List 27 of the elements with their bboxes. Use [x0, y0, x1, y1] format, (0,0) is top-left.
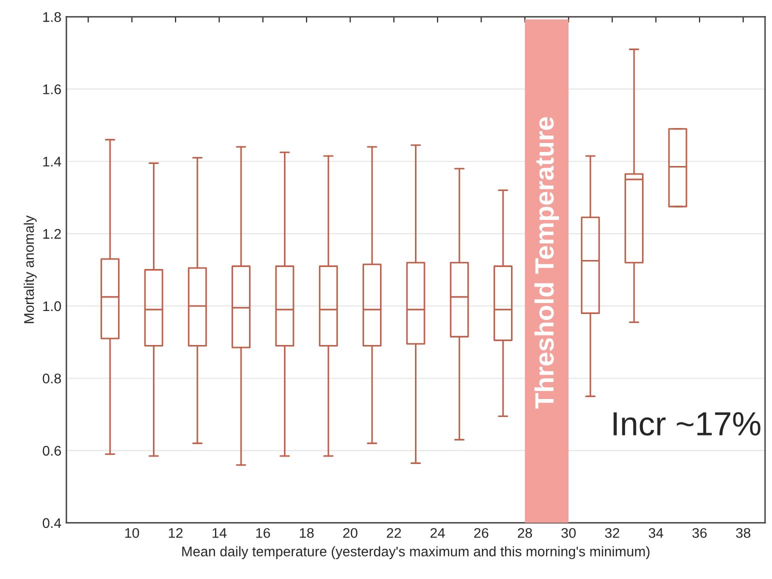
x-tick-label: 34	[648, 528, 664, 538]
y-tick-label: 1.0	[43, 301, 61, 312]
y-tick-label: 0.4	[42, 518, 62, 528]
x-tick-label: 14	[212, 528, 227, 538]
y-tick-label: 1.8	[43, 12, 61, 22]
x-tick-label: 32	[605, 528, 620, 538]
x-tick-label: 26	[474, 528, 488, 538]
x-tick-label: 24	[430, 528, 445, 538]
x-tick-label: 10	[125, 528, 140, 538]
x-tick-label: 28	[518, 528, 532, 538]
x-tick-label: 22	[386, 528, 401, 538]
y-tick-label: 1.2	[43, 229, 61, 239]
y-tick-label: 1.4	[43, 156, 62, 166]
y-tick-label: 0.8	[42, 374, 61, 384]
band-label: Threshold Temperature	[534, 117, 560, 409]
x-tick-label: 30	[561, 528, 576, 538]
x-tick-label: 18	[300, 528, 314, 538]
y-axis-title: Mortality anomaly	[24, 215, 37, 324]
x-tick-label: 16	[256, 528, 270, 538]
x-tick-label: 20	[343, 528, 358, 538]
y-tick-label: 1.6	[43, 84, 61, 94]
annotation: Incr ~17%	[614, 412, 760, 436]
x-tick-label: 38	[736, 528, 750, 538]
x-tick-label: 36	[692, 528, 707, 538]
x-axis-title: Mean daily temperature (yesterday's maximum and this morning's minimum)	[182, 546, 650, 560]
y-tick-label: 0.6	[42, 446, 61, 456]
x-tick-label: 12	[168, 528, 183, 538]
